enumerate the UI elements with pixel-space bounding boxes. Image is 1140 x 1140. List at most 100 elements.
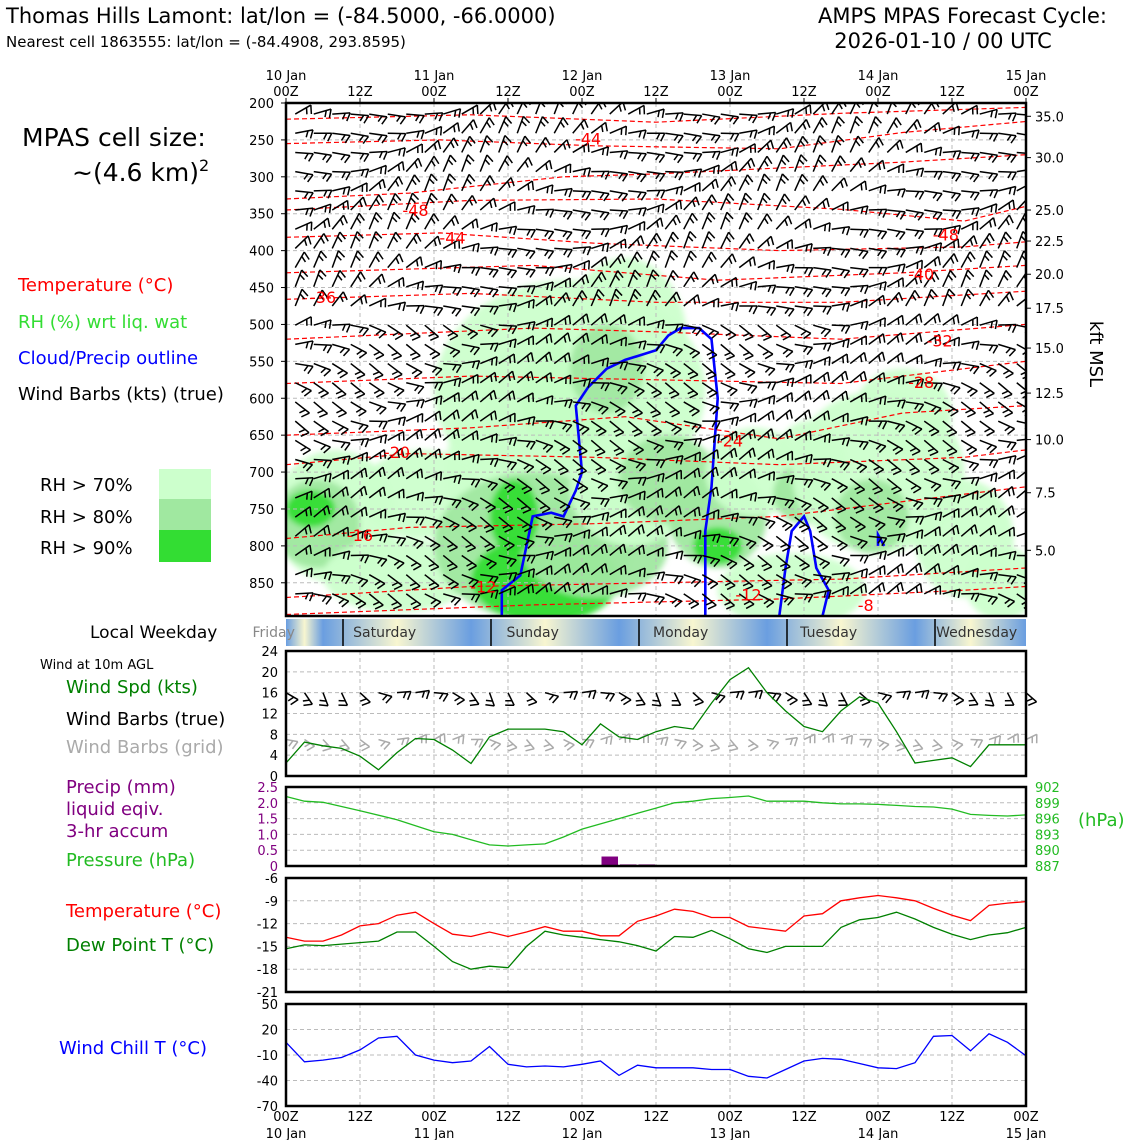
barb-flag bbox=[969, 173, 975, 180]
barb-staff bbox=[905, 582, 921, 595]
barb-flag bbox=[604, 498, 610, 508]
wind-barb bbox=[461, 430, 479, 441]
barb-flag bbox=[820, 328, 827, 335]
barb-staff bbox=[340, 739, 350, 750]
barb-staff bbox=[664, 505, 680, 518]
barb-staff bbox=[331, 270, 341, 288]
barb-flag bbox=[307, 192, 314, 201]
barb-flag bbox=[975, 506, 979, 516]
barb-flag bbox=[1004, 598, 1011, 605]
wind-barb bbox=[554, 263, 573, 274]
barb-flag bbox=[486, 546, 495, 552]
barb-staff bbox=[516, 516, 533, 528]
barb-flag bbox=[304, 527, 308, 535]
wind-barb bbox=[905, 497, 924, 511]
barb-flag bbox=[791, 451, 794, 461]
wind-barb bbox=[905, 259, 923, 270]
barb-flag bbox=[918, 274, 923, 284]
barb-staff bbox=[332, 573, 351, 577]
wind-barb bbox=[627, 382, 645, 397]
barb-staff bbox=[294, 235, 309, 249]
barb-staff bbox=[979, 217, 995, 230]
wind-barb bbox=[664, 401, 681, 418]
wind-barb bbox=[850, 568, 869, 578]
barb-staff bbox=[757, 111, 776, 115]
wind-barb bbox=[905, 458, 921, 476]
barb-staff bbox=[295, 129, 314, 134]
barb-flag bbox=[337, 369, 344, 375]
barb-flag bbox=[420, 399, 425, 409]
barb-flag bbox=[689, 373, 699, 380]
wind-barb bbox=[331, 469, 350, 480]
barb-flag bbox=[933, 382, 938, 390]
barb-flag bbox=[546, 568, 549, 575]
barb-staff bbox=[646, 524, 662, 537]
wind-barb bbox=[516, 298, 535, 309]
barb-flag bbox=[503, 542, 511, 548]
barb-staff bbox=[387, 362, 403, 375]
wind-barb bbox=[350, 343, 368, 359]
barb-flag bbox=[991, 173, 999, 182]
barb-staff bbox=[664, 420, 682, 430]
barb-flag bbox=[309, 340, 314, 350]
wind-barb bbox=[553, 314, 572, 326]
barb-flag bbox=[729, 115, 735, 122]
wind-barb bbox=[443, 286, 462, 297]
barb-flag bbox=[1011, 486, 1015, 496]
wind-barb bbox=[868, 351, 886, 365]
wind-barb bbox=[905, 209, 925, 221]
wind-barb bbox=[628, 592, 647, 602]
barb-flag bbox=[433, 143, 437, 151]
barb-flag bbox=[339, 295, 344, 303]
barb-flag bbox=[522, 115, 531, 124]
barb-staff bbox=[424, 535, 441, 547]
wind-barb bbox=[794, 593, 814, 603]
wind-barb bbox=[997, 270, 1013, 288]
barb-flag bbox=[846, 737, 849, 744]
barb-staff bbox=[850, 284, 869, 288]
precip-legend-3: 3-hr accum bbox=[66, 821, 168, 842]
barb-flag bbox=[970, 477, 975, 485]
wind-barb bbox=[628, 207, 647, 217]
wind-barb bbox=[609, 588, 628, 598]
ytick-label: 700 bbox=[249, 466, 274, 481]
wind-barb bbox=[461, 119, 478, 134]
barb-flag bbox=[730, 303, 735, 311]
barb-flag bbox=[634, 412, 643, 418]
barb-flag bbox=[1005, 372, 1014, 379]
barb-staff bbox=[516, 370, 532, 384]
barb-staff bbox=[738, 192, 747, 211]
barb-flag bbox=[419, 256, 423, 266]
barb-flag bbox=[396, 389, 405, 397]
barb-flag bbox=[472, 107, 475, 115]
barb-flag bbox=[687, 390, 695, 395]
barb-flag bbox=[921, 260, 923, 270]
ytick-label: 2.5 bbox=[257, 781, 278, 796]
barb-flag bbox=[471, 580, 480, 588]
barb-flag bbox=[844, 325, 851, 335]
barb-staff bbox=[942, 361, 961, 365]
wind-barb bbox=[350, 324, 370, 337]
barb-flag bbox=[657, 474, 660, 482]
wind-barb bbox=[997, 593, 1016, 608]
barb-flag bbox=[726, 560, 733, 566]
barb-staff bbox=[646, 170, 665, 175]
barb-staff bbox=[951, 692, 965, 701]
barb-flag bbox=[338, 704, 348, 707]
wind-barb bbox=[424, 235, 442, 249]
wind-barb bbox=[886, 139, 904, 153]
barb-flag bbox=[972, 492, 974, 500]
wind-barb bbox=[461, 497, 479, 512]
barb-flag bbox=[937, 228, 943, 238]
lower-panels: 0481216202400.51.01.52.02.58878908938968… bbox=[257, 645, 1060, 1140]
wind-barb bbox=[812, 535, 829, 552]
barb-flag bbox=[731, 433, 734, 441]
barb-staff bbox=[868, 550, 887, 557]
wind-barb bbox=[775, 173, 790, 192]
barb-flag bbox=[540, 120, 546, 127]
wind-barb bbox=[294, 382, 312, 397]
barb-flag bbox=[328, 319, 332, 329]
wind-barb bbox=[368, 486, 386, 499]
wind-barb bbox=[442, 215, 460, 230]
barb-flag bbox=[861, 701, 871, 706]
